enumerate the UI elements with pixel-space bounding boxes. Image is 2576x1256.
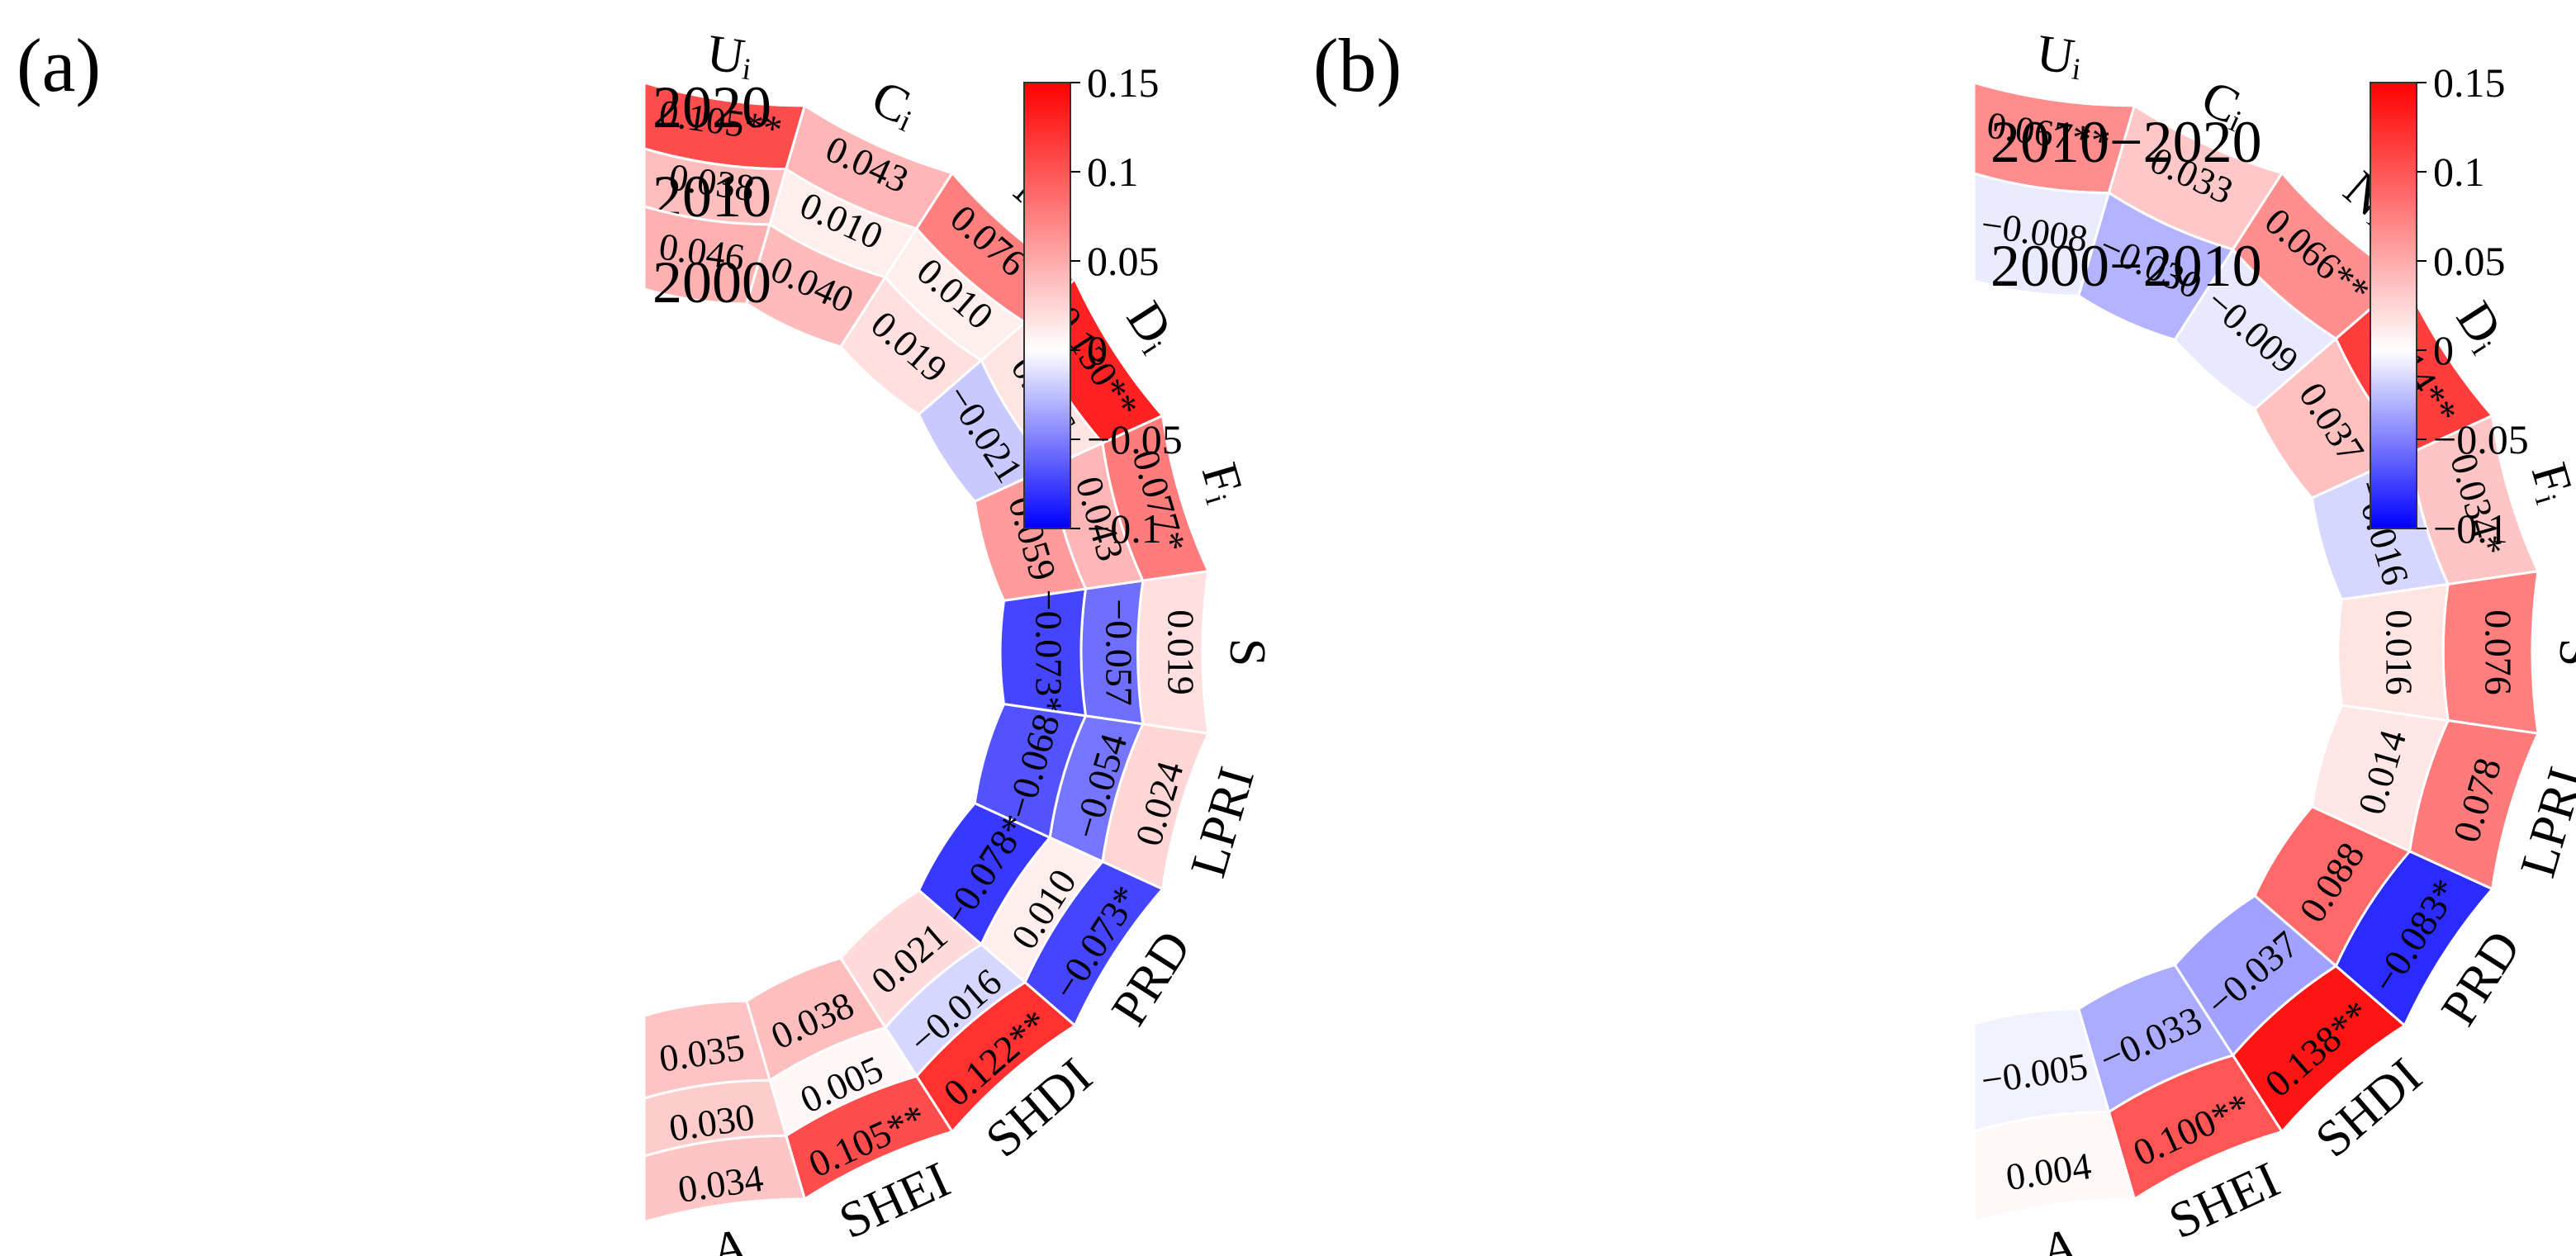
panel-label: (b): [1313, 23, 1402, 107]
colorbar-tick-label-1: 0.1: [2433, 149, 2485, 195]
cell-2000-a: [643, 999, 772, 1101]
colorbar-tick-label-3: 0: [2433, 327, 2454, 373]
category-label-fi: Fᵢ: [1191, 457, 1255, 508]
ring-label-2000-2010: 2000−2010: [1990, 233, 2262, 299]
category-label-ui: Uᵢ: [704, 25, 757, 87]
cell-2000-2010-a: [1972, 1007, 2111, 1134]
category-label-s: S: [1219, 638, 1275, 666]
value-label-2020-s: 0.019: [1160, 609, 1203, 695]
value-label-2010-s: −0.057: [1098, 599, 1141, 705]
category-label-ui: Uᵢ: [2033, 25, 2086, 87]
colorbar-tick-label-1: 0.1: [1087, 149, 1139, 195]
colorbar-tick-label-0: 0.15: [1087, 59, 1160, 106]
category-label-s: S: [2549, 638, 2576, 666]
ring-label-2010-2020: 2010−2020: [1990, 109, 2262, 175]
category-label-di: Dᵢ: [1116, 292, 1188, 361]
category-label-a: A: [2038, 1219, 2082, 1256]
category-label-a: A: [708, 1219, 752, 1256]
category-label-fi: Fᵢ: [2521, 457, 2576, 508]
colorbar-tick-label-2: 0.05: [2433, 238, 2506, 284]
category-label-ci: Cᵢ: [864, 69, 926, 138]
panel-a: (a)0.105**0.0430.076*0.130**0.077*0.0190…: [17, 23, 1275, 1256]
ring-label-2020: 2020: [652, 74, 771, 140]
colorbar-tick-label-0: 0.15: [2433, 59, 2506, 106]
panel-label: (a): [17, 23, 101, 107]
category-label-di: Dᵢ: [2446, 292, 2517, 361]
colorbar: [1023, 82, 1071, 529]
colorbar-tick-label-5: −0.1: [2433, 505, 2508, 552]
value-label-2010-2020-s: 0.076: [2478, 609, 2520, 695]
colorbar-tick-label-2: 0.05: [1087, 238, 1160, 284]
ring-label-2000: 2000: [652, 249, 771, 315]
colorbar-tick-label-5: −0.1: [1087, 505, 1162, 552]
category-label-lpri: LPRI: [1180, 761, 1265, 884]
panel-b: (b)0.067**0.0330.066**0.114**0.034*0.076…: [1313, 23, 2576, 1256]
colorbar: [2370, 82, 2417, 529]
colorbar-tick-label-4: −0.05: [1087, 416, 1183, 462]
value-label-2000-s: −0.073*: [1028, 590, 1070, 715]
colorbar-tick-label-3: 0: [1087, 327, 1108, 373]
colorbar-tick-label-4: −0.05: [2433, 416, 2529, 462]
value-label-2000-2010-s: 0.016: [2379, 609, 2421, 695]
